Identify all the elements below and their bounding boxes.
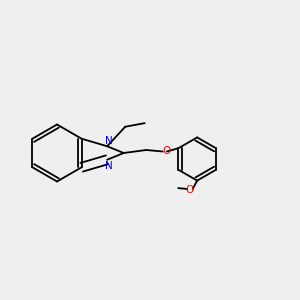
Text: O: O xyxy=(162,146,170,157)
Text: N: N xyxy=(105,161,112,171)
Text: N: N xyxy=(105,136,112,146)
Text: O: O xyxy=(186,184,194,195)
